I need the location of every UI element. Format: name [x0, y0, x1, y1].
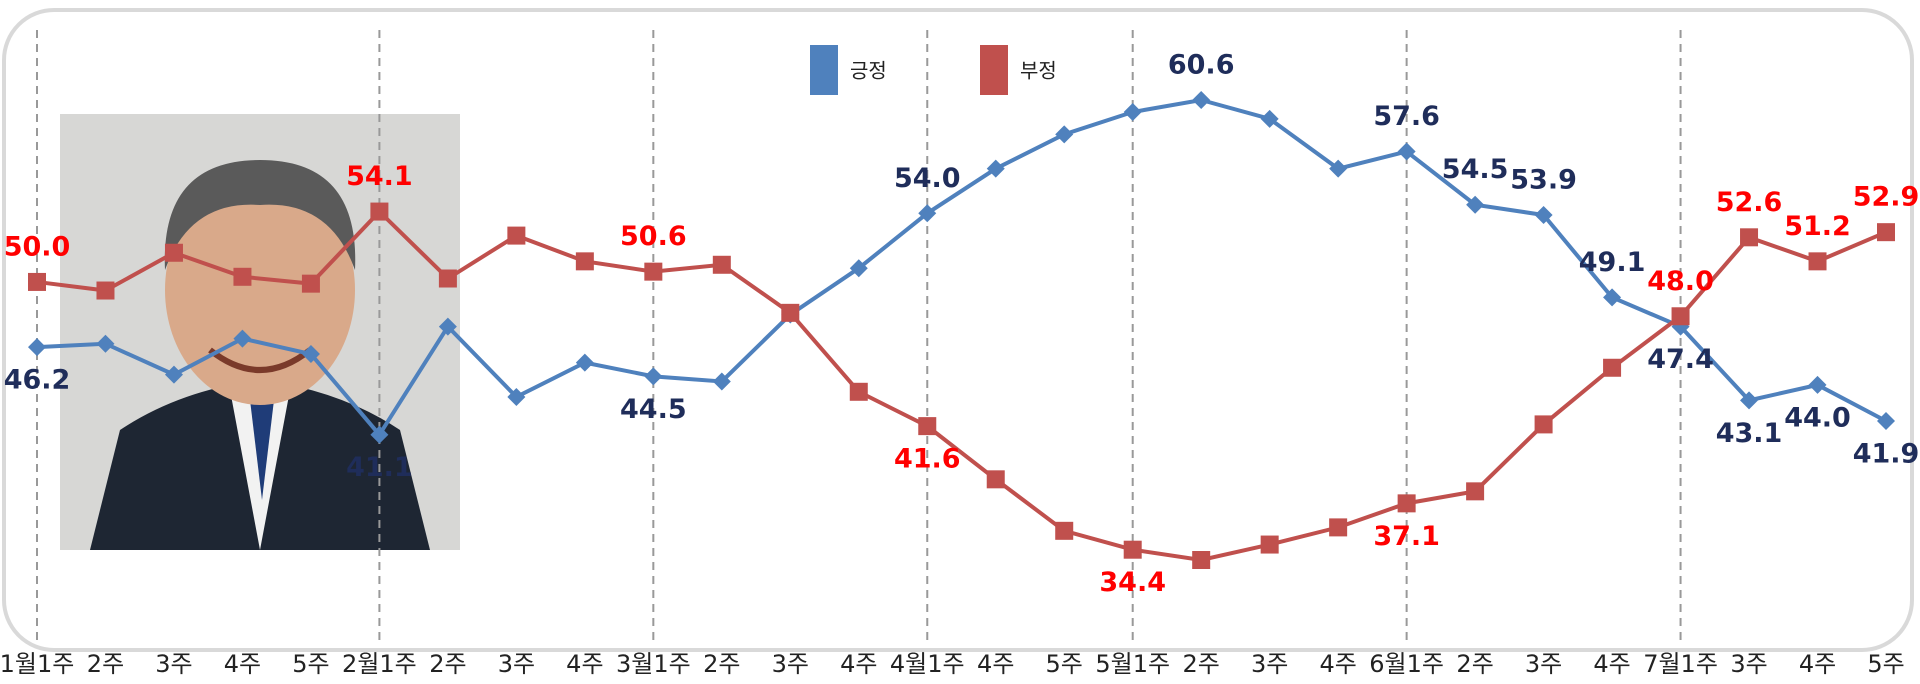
value-label: 46.2	[4, 365, 71, 396]
x-tick-label: 5주	[1046, 650, 1083, 678]
x-tick-label: 2주	[87, 650, 124, 678]
x-tick-label: 5주	[292, 650, 329, 678]
marker	[850, 383, 868, 401]
marker	[507, 227, 525, 245]
value-label: 50.0	[4, 231, 71, 262]
x-tick-label: 6월1주	[1369, 650, 1444, 678]
value-label: 41.1	[346, 452, 413, 483]
value-label: 34.4	[1099, 567, 1166, 598]
value-label: 44.5	[620, 394, 687, 425]
marker	[644, 263, 662, 281]
value-label: 53.9	[1510, 165, 1577, 196]
marker	[1329, 518, 1347, 536]
marker	[987, 470, 1005, 488]
value-label: 48.0	[1647, 266, 1714, 297]
value-label: 43.1	[1716, 418, 1783, 449]
marker	[165, 244, 183, 262]
x-tick-label: 4월1주	[890, 650, 965, 678]
value-label: 54.0	[894, 163, 961, 194]
chart: 1월1주 2주 3주 4주 5주 2월1주 2주 3주 4주 3월1주 2주 3주 4주 4월1주 4주 5주…	[0, 0, 1920, 680]
value-label: 51.2	[1784, 211, 1851, 242]
value-label: 54.1	[346, 161, 413, 192]
value-label: 52.9	[1853, 182, 1920, 213]
marker	[1261, 536, 1279, 554]
page: {"chart_data": {"type": "line", "categor…	[0, 0, 1920, 680]
value-label: 44.0	[1784, 402, 1851, 433]
value-label: 60.6	[1168, 50, 1235, 81]
x-tick-label: 3주	[498, 650, 535, 678]
marker	[233, 268, 251, 286]
value-label: 49.1	[1579, 247, 1646, 278]
legend-swatch	[810, 45, 838, 95]
marker	[1535, 415, 1553, 433]
x-tick-label: 4주	[1319, 650, 1356, 678]
marker	[1740, 228, 1758, 246]
legend-label: 부정	[1020, 59, 1057, 83]
x-tick-label: 4주	[840, 650, 877, 678]
value-label: 50.6	[620, 221, 687, 252]
value-label: 52.6	[1716, 187, 1783, 218]
marker	[96, 282, 114, 300]
marker	[1466, 482, 1484, 500]
marker	[781, 304, 799, 322]
x-tick-label: 5주	[1867, 650, 1904, 678]
x-tick-label: 3주	[1251, 650, 1288, 678]
x-tick-label: 3주	[1730, 650, 1767, 678]
x-tick-label: 4주	[566, 650, 603, 678]
x-tick-label: 2월1주	[342, 650, 417, 678]
x-tick-label: 2주	[429, 650, 466, 678]
marker	[28, 273, 46, 291]
x-tick-label: 4주	[1799, 650, 1836, 678]
marker	[918, 417, 936, 435]
x-tick-label: 3주	[155, 650, 192, 678]
marker	[1809, 252, 1827, 270]
marker	[1124, 541, 1142, 559]
marker	[1603, 359, 1621, 377]
legend-swatch	[980, 45, 1008, 95]
value-label: 47.4	[1647, 344, 1714, 375]
x-tick-label: 2주	[1183, 650, 1220, 678]
x-tick-label: 5월1주	[1095, 650, 1170, 678]
marker	[439, 270, 457, 288]
x-tick-label: 2주	[1456, 650, 1493, 678]
legend-label: 긍정	[850, 59, 887, 83]
x-tick-label: 2주	[703, 650, 740, 678]
marker	[1877, 223, 1895, 241]
x-tick-label: 4주	[977, 650, 1014, 678]
marker	[713, 256, 731, 274]
marker	[576, 252, 594, 270]
marker	[1398, 494, 1416, 512]
value-label: 41.6	[894, 444, 961, 475]
value-label: 41.9	[1853, 438, 1920, 469]
value-label: 37.1	[1373, 521, 1440, 552]
marker	[1192, 551, 1210, 569]
value-label: 57.6	[1373, 101, 1440, 132]
value-label: 54.5	[1442, 154, 1509, 185]
x-tick-label: 3주	[772, 650, 809, 678]
marker	[302, 275, 320, 293]
x-tick-label: 7월1주	[1643, 650, 1718, 678]
x-tick-label: 3주	[1525, 650, 1562, 678]
x-tick-label: 4주	[224, 650, 261, 678]
marker	[1055, 522, 1073, 540]
x-tick-label: 1월1주	[0, 650, 74, 678]
x-tick-label: 3월1주	[616, 650, 691, 678]
x-tick-label: 4주	[1593, 650, 1630, 678]
marker	[370, 203, 388, 221]
marker	[1672, 307, 1690, 325]
